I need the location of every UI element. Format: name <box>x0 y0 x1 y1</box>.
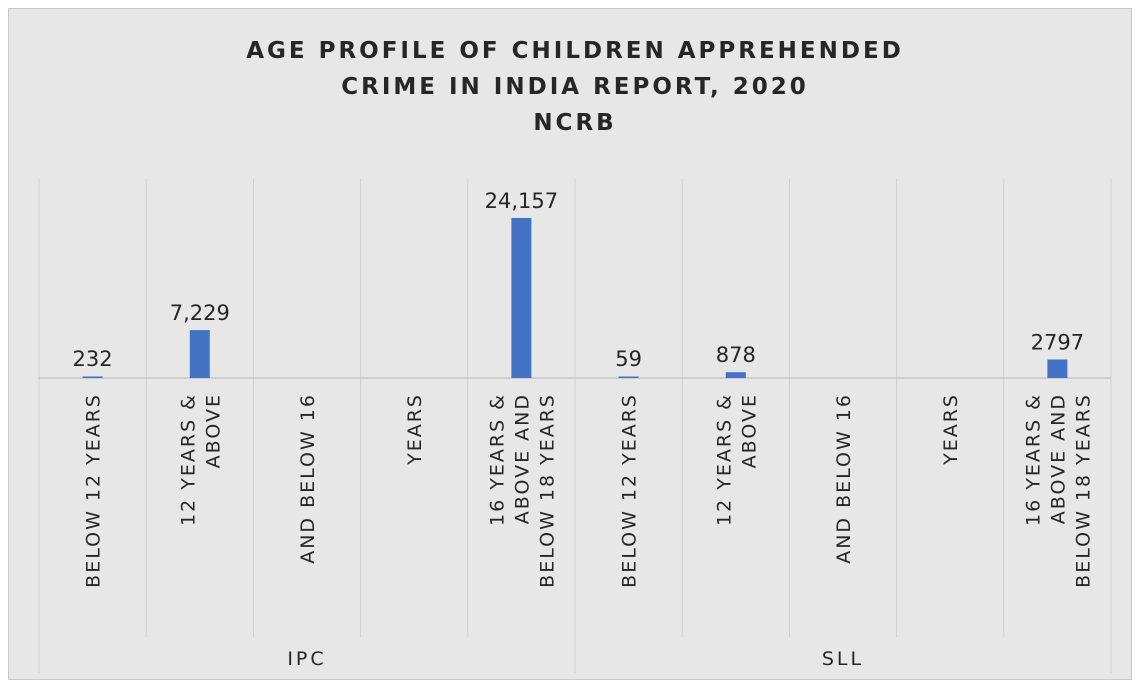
chart-title: AGE PROFILE OF CHILDREN APPREHENDED CRIME… <box>246 38 904 136</box>
category-label: BELOW 12 YEARS <box>619 393 641 588</box>
category-label-line: YEARS <box>404 393 426 466</box>
category-label-line: 12 YEARS & <box>177 393 199 526</box>
chart-title-line: CRIME IN INDIA REPORT, 2020 <box>341 74 809 100</box>
bar <box>725 372 746 378</box>
category-label-line: BELOW 18 YEARS <box>536 393 558 588</box>
category-label-line: 16 YEARS & <box>486 393 508 526</box>
category-label: 16 YEARS & ABOVE AND BELOW 18 YEARS <box>486 393 558 588</box>
bar <box>1047 359 1068 378</box>
category-label-line: AND BELOW 16 <box>297 393 319 564</box>
category-label-line: 12 YEARS & <box>713 393 735 526</box>
category-label: YEARS <box>404 393 426 466</box>
category-label-line: 16 YEARS & <box>1022 393 1044 526</box>
category-label: AND BELOW 16 <box>297 393 319 564</box>
chart-title-line: AGE PROFILE OF CHILDREN APPREHENDED <box>246 38 904 64</box>
category-label-line: YEARS <box>940 393 962 466</box>
category-label: BELOW 12 YEARS <box>83 393 105 588</box>
data-labels: 232 7,229 24,157 59 878 2797 <box>73 189 1085 371</box>
category-label-line: AND BELOW 16 <box>833 393 855 564</box>
group-labels: IPC SLL <box>287 648 864 670</box>
chart-title-line: NCRB <box>533 110 616 136</box>
data-label: 2797 <box>1031 330 1084 354</box>
gridlines <box>38 179 1112 673</box>
chart-frame: AGE PROFILE OF CHILDREN APPREHENDED CRIME… <box>8 8 1132 680</box>
data-label: 232 <box>73 347 113 371</box>
category-label: 12 YEARS & ABOVE <box>177 393 224 526</box>
bars <box>82 218 1068 378</box>
category-label-line: ABOVE AND <box>511 393 533 524</box>
data-label: 24,157 <box>485 189 558 213</box>
group-label: IPC <box>287 648 326 670</box>
chart: AGE PROFILE OF CHILDREN APPREHENDED CRIME… <box>38 38 1112 673</box>
category-label: YEARS <box>940 393 962 466</box>
bar <box>618 376 639 378</box>
category-label-line: ABOVE <box>738 393 760 468</box>
category-label-line: ABOVE AND <box>1047 393 1069 524</box>
group-label: SLL <box>822 648 864 670</box>
category-label-line: BELOW 12 YEARS <box>83 393 105 588</box>
bar <box>189 330 210 378</box>
data-label: 7,229 <box>170 301 230 325</box>
data-label: 59 <box>615 347 642 371</box>
category-label-line: BELOW 12 YEARS <box>619 393 641 588</box>
category-label: 16 YEARS & ABOVE AND BELOW 18 YEARS <box>1022 393 1094 588</box>
category-label: 12 YEARS & ABOVE <box>713 393 760 526</box>
category-label-line: BELOW 18 YEARS <box>1072 393 1094 588</box>
category-label-line: ABOVE <box>202 393 224 468</box>
bar <box>511 218 532 378</box>
category-label: AND BELOW 16 <box>833 393 855 564</box>
data-label: 878 <box>716 343 756 367</box>
bar <box>82 376 103 378</box>
category-labels: BELOW 12 YEARS 12 YEARS & ABOVE AND BELOW 1… <box>83 393 1095 588</box>
